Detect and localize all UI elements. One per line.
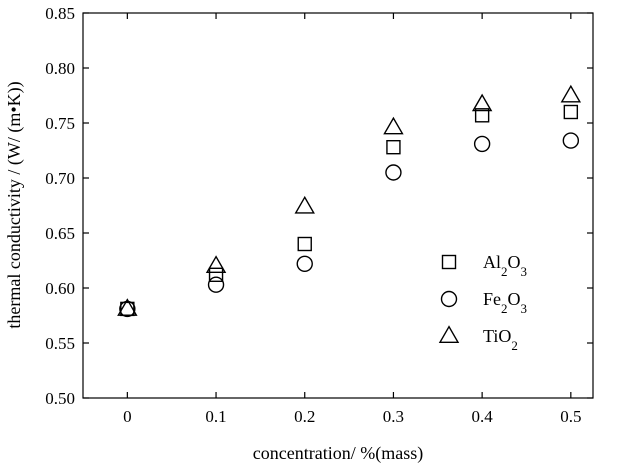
x-tick-label: 0.3 <box>383 407 404 426</box>
x-tick-label: 0 <box>123 407 132 426</box>
circle-point <box>562 132 580 149</box>
y-tick-label: 0.70 <box>45 169 75 188</box>
x-axis-title: concentration/ %(mass) <box>253 443 423 464</box>
y-tick-label: 0.55 <box>45 334 75 353</box>
legend-circle-icon <box>440 290 458 308</box>
legend: Al2O3 Fe2O3 TiO2 <box>438 252 527 353</box>
triangle-point <box>117 298 138 316</box>
square-point <box>474 108 490 123</box>
y-tick-label: 0.85 <box>45 4 75 23</box>
square-point <box>208 267 224 282</box>
data-points <box>117 84 582 318</box>
triangle-point <box>560 84 582 103</box>
y-axis-ticks: 0.50 0.55 0.60 0.65 0.70 0.75 0.80 0.85 <box>45 4 593 408</box>
x-tick-label: 0.1 <box>205 407 226 426</box>
triangle-point <box>294 195 315 214</box>
legend-square-icon <box>441 254 457 270</box>
circle-point <box>473 135 491 153</box>
y-tick-label: 0.65 <box>45 224 75 243</box>
x-tick-label: 0.5 <box>560 407 581 426</box>
y-tick-label: 0.60 <box>45 279 75 298</box>
legend-label: Fe2O3 <box>483 289 527 316</box>
y-tick-label: 0.75 <box>45 114 75 133</box>
triangle-point <box>205 255 227 273</box>
triangle-point <box>383 116 404 135</box>
square-point <box>120 301 135 317</box>
plot-frame <box>82 12 594 399</box>
circle-point <box>385 164 402 181</box>
square-point <box>297 236 312 252</box>
x-axis-ticks: 0 0.1 0.2 0.3 0.4 0.5 <box>123 13 581 426</box>
y-tick-label: 0.50 <box>45 389 75 408</box>
circle-point <box>207 276 225 293</box>
circle-point <box>119 300 136 318</box>
circle-point <box>296 255 313 272</box>
legend-label: TiO2 <box>483 326 518 353</box>
legend-label: Al2O3 <box>483 252 527 279</box>
x-tick-label: 0.4 <box>472 407 494 426</box>
square-point <box>563 104 579 120</box>
legend-triangle-icon <box>438 325 460 343</box>
triangle-point <box>471 93 493 112</box>
y-tick-label: 0.80 <box>45 59 75 78</box>
x-tick-label: 0.2 <box>294 407 315 426</box>
y-axis-title: thermal conductivity / (W/ (m•K)) <box>4 81 25 328</box>
square-point <box>386 139 401 155</box>
